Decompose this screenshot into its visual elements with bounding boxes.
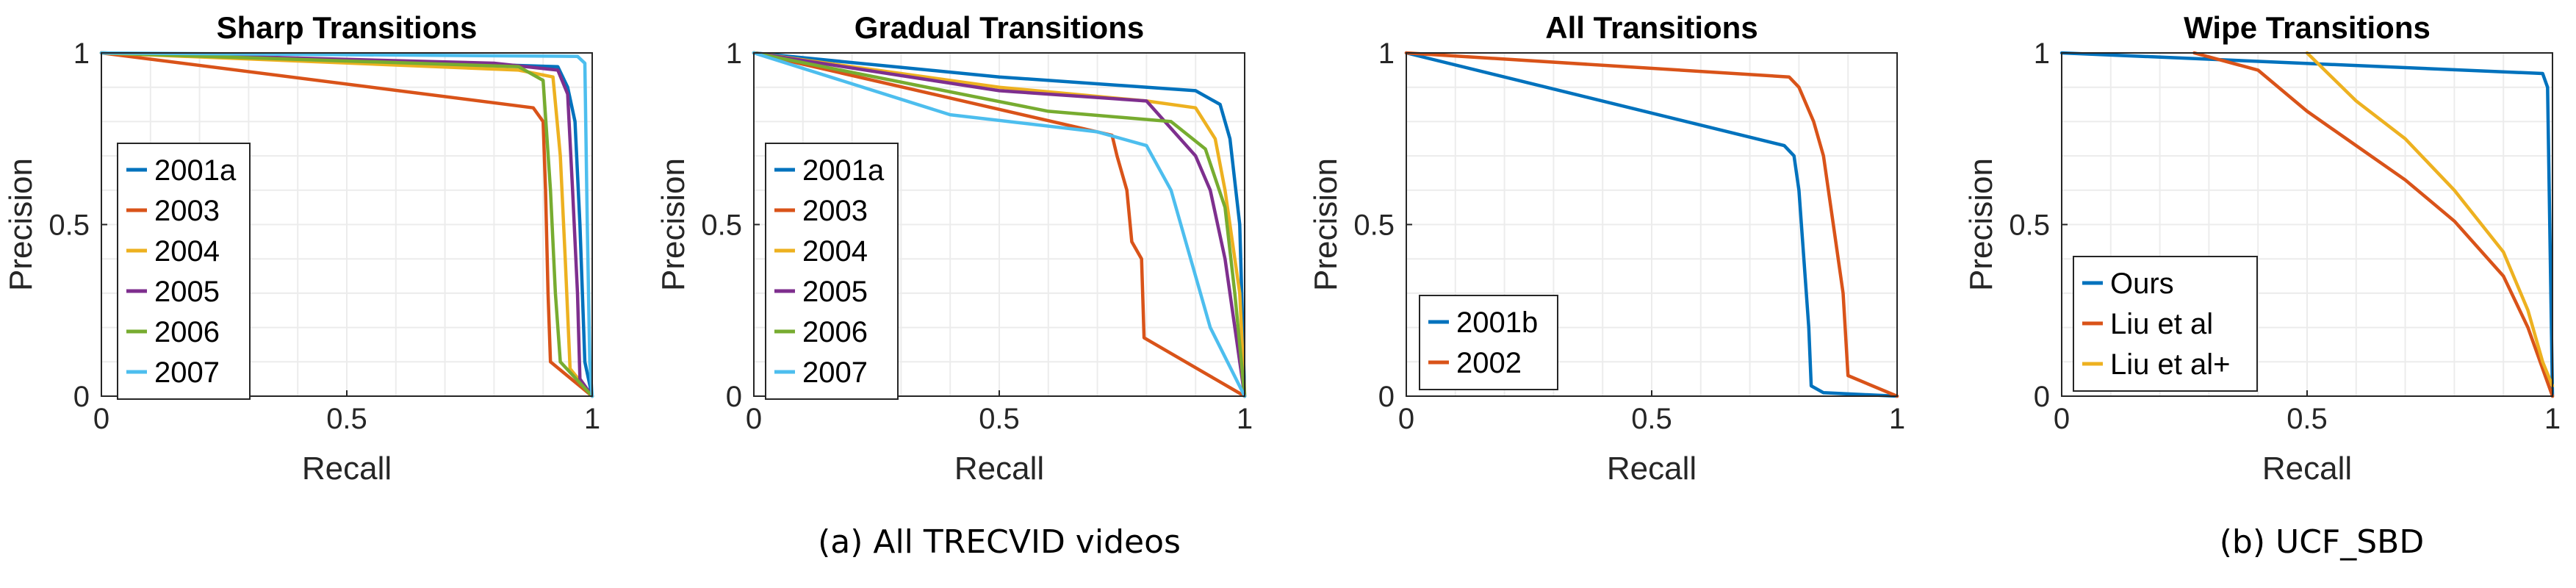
x-axis-label: Recall (2262, 451, 2352, 487)
y-tick-label: 1 (726, 37, 742, 70)
y-tick-label: 0 (2034, 381, 2050, 413)
y-tick-label: 0.5 (1353, 209, 1395, 242)
series-line-2004 (752, 51, 1247, 398)
series-line-liu-et-al- (2305, 51, 2555, 388)
series-line-2001b (1404, 51, 1899, 398)
series-group (2059, 51, 2555, 398)
x-tick-label: 0 (93, 403, 109, 435)
x-tick-label: 1 (584, 403, 600, 435)
caption-a: (a) All TRECVID videos (818, 523, 1181, 561)
legend-box (117, 143, 251, 400)
y-tick-label: 0 (73, 381, 90, 413)
y-tick-label: 0 (726, 381, 742, 413)
x-tick-label: 0.5 (326, 403, 367, 435)
legend-box (765, 143, 899, 400)
x-tick-label: 0.5 (2287, 403, 2328, 435)
series-line-2002 (1404, 51, 1899, 398)
y-tick-label: 0.5 (48, 209, 90, 242)
y-tick-label: 1 (2034, 37, 2050, 70)
series-line-liu-et-al (2192, 51, 2555, 398)
legend-label: 2001b (1456, 306, 1538, 339)
legend-label: 2007 (802, 356, 868, 389)
legend: 2001a 2003 2004 2005 2006 2007 (765, 143, 899, 400)
y-tick-label: 0.5 (701, 209, 742, 242)
legend-label: 2001a (154, 154, 237, 187)
series-line-2007 (752, 51, 1247, 398)
legend-box (2073, 256, 2258, 392)
series-line-2005 (752, 51, 1247, 398)
x-tick-label: 0 (2054, 403, 2070, 435)
series-line-2004 (99, 51, 594, 398)
y-axis-label: Precision (3, 158, 39, 291)
legend-label: Ours (2110, 268, 2174, 300)
x-tick-label: 0.5 (1631, 403, 1672, 435)
legend-label: 2003 (802, 195, 868, 227)
x-tick-label: 0 (746, 403, 762, 435)
chart-title: All Transitions (1545, 10, 1757, 45)
caption-b: (b) UCF_SBD (2219, 523, 2425, 561)
x-tick-label: 1 (1889, 403, 1905, 435)
legend-label: 2006 (154, 316, 220, 348)
legend-label: 2002 (1456, 347, 1522, 379)
x-axis-label: Recall (954, 451, 1044, 487)
legend-label: 2003 (154, 195, 220, 227)
x-axis-label: Recall (1607, 451, 1697, 487)
chart-panel-3: 0 0.5 1 0 0.5 1 All Transitions Recall Precision… (1308, 10, 1905, 487)
chart-panel-1: 0 0.5 1 0 0.5 1 Sharp Transitions Recall Precisi… (3, 10, 600, 487)
y-axis-label: Precision (1308, 158, 1344, 291)
chart-title: Gradual Transitions (855, 10, 1144, 45)
legend-label: 2005 (154, 276, 220, 308)
legend-box (1419, 295, 1558, 390)
series-line-2006 (752, 51, 1247, 398)
x-axis-label: Recall (302, 451, 392, 487)
x-tick-label: 1 (2544, 403, 2561, 435)
y-axis-label: Precision (655, 158, 691, 291)
y-tick-label: 0.5 (2009, 209, 2050, 242)
legend-label: 2005 (802, 276, 868, 308)
series-line-2005 (99, 51, 594, 398)
legend-label: 2004 (154, 235, 220, 268)
series-line-2007 (99, 51, 594, 398)
chart-panel-4: 0 0.5 1 0 0.5 1 Wipe Transitions Recall Precisio… (1963, 10, 2561, 487)
x-tick-label: 1 (1237, 403, 1253, 435)
series-line-2003 (99, 51, 594, 398)
legend-label: Liu et al+ (2110, 348, 2230, 381)
series-line-2003 (752, 51, 1247, 398)
chart-title: Sharp Transitions (217, 10, 478, 45)
legend: 2001b 2002 (1419, 295, 1558, 390)
series-line-ours (2059, 51, 2555, 398)
legend-label: 2006 (802, 316, 868, 348)
series-line-2001a (752, 51, 1247, 398)
series-group (752, 51, 1247, 398)
x-tick-label: 0 (1398, 403, 1414, 435)
x-tick-label: 0.5 (979, 403, 1020, 435)
chart-panel-2: 0 0.5 1 0 0.5 1 Gradual Transitions Recall Preci… (655, 10, 1253, 487)
legend: 2001a 2003 2004 2005 2006 2007 (117, 143, 251, 400)
series-line-2006 (99, 51, 594, 398)
chart-title: Wipe Transitions (2184, 10, 2431, 45)
legend-label: 2004 (802, 235, 868, 268)
series-group (99, 51, 594, 398)
y-axis-label: Precision (1963, 158, 1999, 291)
legend-label: 2001a (802, 154, 885, 187)
legend-label: Liu et al (2110, 308, 2213, 340)
legend-label: 2007 (154, 356, 220, 389)
y-tick-label: 0 (1378, 381, 1395, 413)
series-group (1404, 51, 1899, 398)
y-tick-label: 1 (1378, 37, 1395, 70)
y-tick-label: 1 (73, 37, 90, 70)
legend: Ours Liu et al Liu et al+ (2073, 256, 2258, 392)
